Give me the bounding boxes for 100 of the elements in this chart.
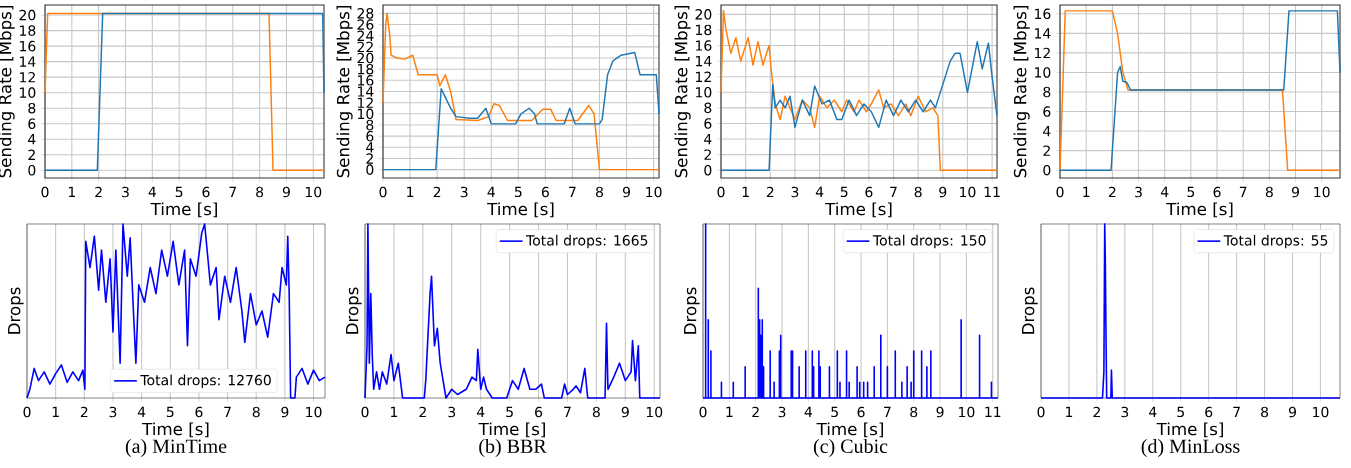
y-tick-label: 26 — [357, 19, 374, 30]
y-tick-label: 22 — [357, 41, 373, 53]
x-tick-label: 8 — [914, 186, 922, 198]
x-tick-label: 3 — [1135, 186, 1142, 198]
x-tick-label: 7 — [1239, 186, 1247, 197]
x-tick-label: 5 — [514, 186, 522, 198]
y-tick-label: 12 — [696, 71, 711, 82]
y-tick-label: 4 — [366, 142, 374, 153]
x-tick-label: 8 — [252, 406, 260, 418]
x-tick-label: 6 — [1205, 406, 1213, 418]
x-tick-label: 10 — [959, 406, 975, 418]
x-tick-label: 8 — [595, 186, 603, 198]
y-tick-label: 18 — [696, 24, 712, 36]
x-tick-label: 7 — [569, 186, 576, 197]
y-axis-title: Drops — [346, 287, 362, 334]
x-tick-label: 4 — [1149, 406, 1157, 417]
y-tick-label: 16 — [20, 40, 36, 52]
x-tick-label: 5 — [831, 406, 838, 418]
x-tick-label: 4 — [487, 186, 495, 197]
x-tick-label: 6 — [535, 406, 543, 418]
y-tick-label: 16 — [1035, 8, 1051, 20]
legend-label: Total drops: 55 — [1223, 234, 1328, 249]
legend-label: Total drops: 12760 — [140, 374, 271, 389]
x-axis-title: Time [s] — [816, 422, 883, 438]
x-axis-title: Time [s] — [825, 202, 892, 218]
x-tick-label: 4 — [137, 406, 146, 417]
x-tick-label: 0 — [41, 186, 49, 198]
x-tick-label: 6 — [1213, 186, 1221, 198]
y-tick-label: 4 — [704, 133, 712, 145]
x-tick-label: 2 — [95, 186, 102, 198]
x-tick-label: 4 — [815, 186, 824, 197]
x-tick-label: 11 — [984, 186, 1000, 197]
y-tick-label: 2 — [366, 153, 373, 164]
x-tick-label: 10 — [305, 186, 322, 198]
x-tick-label: 5 — [840, 186, 848, 198]
y-axis-title: Drops — [8, 287, 24, 334]
x-tick-label: 3 — [109, 406, 117, 418]
x-tick-label: 0 — [717, 186, 725, 198]
y-tick-label: 6 — [1043, 106, 1051, 117]
x-tick-label: 10 — [646, 406, 663, 418]
y-tick-label: 0 — [704, 164, 712, 176]
x-tick-label: 7 — [564, 406, 571, 417]
x-tick-label: 10 — [306, 406, 322, 418]
x-tick-label: 5 — [1177, 406, 1184, 418]
x-tick-label: 8 — [910, 406, 918, 418]
x-tick-label: 2 — [419, 406, 426, 418]
y-tick-label: 2 — [1043, 145, 1050, 156]
x-axis-title: Time [s] — [150, 202, 217, 218]
y-tick-label: 16 — [696, 40, 712, 51]
y-tick-label: 4 — [1043, 125, 1051, 137]
y-tick-label: 8 — [704, 102, 712, 114]
x-tick-label: 0 — [1056, 186, 1064, 198]
x-tick-label: 9 — [936, 406, 944, 418]
y-tick-label: 6 — [28, 118, 36, 129]
x-tick-label: 2 — [752, 406, 759, 418]
x-tick-label: 1 — [726, 406, 733, 417]
y-tick-label: 14 — [696, 56, 712, 67]
x-axis-title: Time [s] — [478, 422, 545, 438]
x-tick-label: 6 — [865, 186, 873, 198]
x-tick-label: 4 — [476, 406, 485, 417]
y-tick-label: 10 — [358, 108, 374, 120]
x-tick-label: 4 — [148, 186, 156, 197]
x-tick-label: 4 — [804, 406, 813, 417]
x-tick-label: 9 — [281, 406, 289, 418]
x-tick-label: 1 — [742, 186, 749, 197]
text: (a) MinTime — [125, 438, 227, 458]
x-tick-label: 2 — [1108, 186, 1116, 198]
y-tick-label: 18 — [20, 25, 36, 36]
y-tick-label: 20 — [357, 52, 374, 64]
x-tick-label: 9 — [939, 186, 947, 198]
x-tick-label: 5 — [506, 406, 513, 418]
x-tick-label: 1 — [52, 406, 59, 417]
x-tick-label: 10 — [960, 186, 976, 198]
x-tick-label: 7 — [224, 406, 231, 417]
x-axis-title: Time [s] — [142, 422, 209, 438]
y-tick-label: 2 — [704, 149, 711, 160]
x-tick-label: 9 — [622, 186, 631, 198]
x-tick-label: 1 — [391, 406, 398, 417]
y-tick-label: 16 — [358, 75, 374, 86]
y-tick-label: 12 — [20, 71, 35, 83]
y-tick-label: 28 — [357, 8, 374, 19]
x-tick-label: 6 — [857, 406, 865, 418]
x-axis-title: Time [s] — [1166, 202, 1233, 218]
y-tick-label: 20 — [695, 9, 712, 20]
y-tick-label: 4 — [28, 134, 36, 145]
x-tick-label: 6 — [202, 186, 210, 198]
x-tick-label: 6 — [195, 406, 203, 418]
x-tick-label: 7 — [884, 406, 891, 417]
x-tick-label: 8 — [1265, 186, 1273, 198]
y-axis-title: Sending Rate [Mbps] — [674, 6, 691, 178]
y-tick-label: 8 — [28, 102, 36, 114]
x-tick-label: 9 — [1291, 186, 1299, 198]
x-tick-label: 1 — [1083, 186, 1090, 197]
x-tick-label: 8 — [256, 186, 264, 198]
x-tick-label: 3 — [448, 406, 456, 418]
x-tick-label: 7 — [1233, 406, 1240, 417]
y-tick-label: 20 — [19, 9, 36, 21]
x-tick-label: 9 — [282, 186, 290, 198]
y-tick-label: 0 — [1043, 164, 1051, 176]
x-tick-label: 10 — [646, 186, 662, 198]
